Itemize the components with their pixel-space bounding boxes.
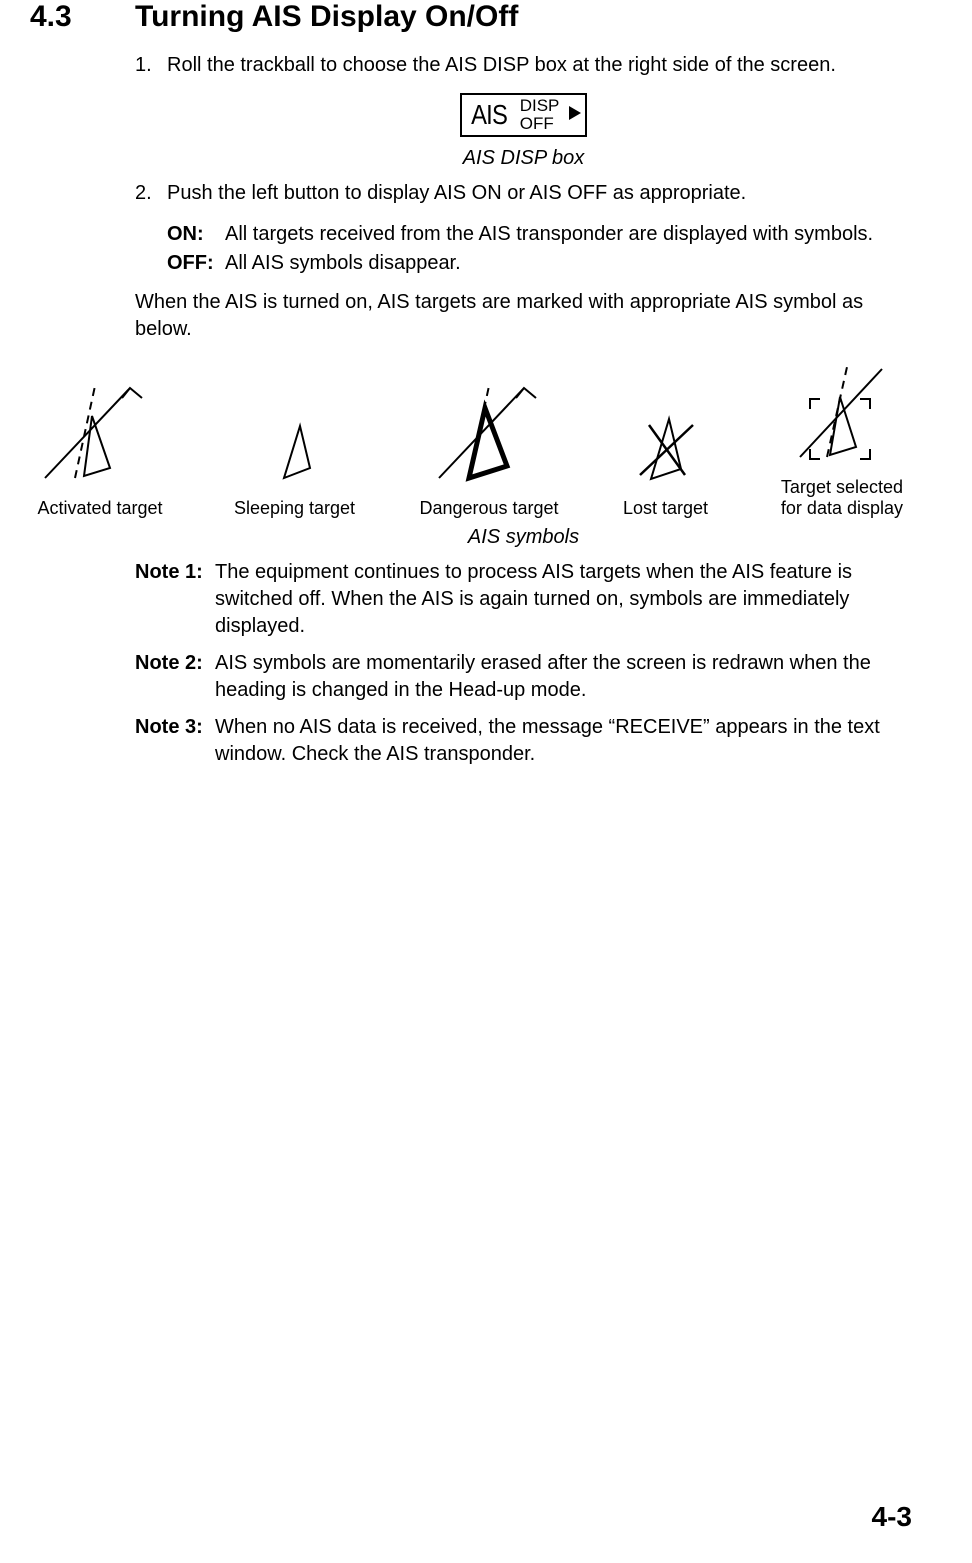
triangle-right-icon [569,106,581,123]
symbol-dangerous: Dangerous target [419,378,559,520]
note-3: Note 3: When no AIS data is received, th… [135,714,912,768]
def-off-label: OFF: [167,250,225,277]
ais-disp-box-figure: AIS DISP OFF [460,93,588,137]
activated-target-icon [30,378,170,488]
symbol-selected-label-1: Target selected [781,477,903,499]
ais-box-line2: OFF [520,115,560,133]
def-on: ON: All targets received from the AIS tr… [167,221,912,248]
symbol-selected-label-2: for data display [781,498,903,520]
symbol-activated-label: Activated target [37,498,162,520]
para-after-defs: When the AIS is turned on, AIS targets a… [135,289,912,343]
symbol-activated: Activated target [30,378,170,520]
page-number: 4-3 [872,1501,912,1533]
step-1: 1. Roll the trackball to choose the AIS … [135,52,912,79]
note-1-text: The equipment continues to process AIS t… [215,559,912,640]
ais-symbols-figure: Activated target Sleeping target Dangero… [30,357,912,520]
def-off: OFF: All AIS symbols disappear. [167,250,912,277]
def-off-text: All AIS symbols disappear. [225,250,461,277]
symbol-sleeping: Sleeping target [234,418,355,520]
note-2: Note 2: AIS symbols are momentarily eras… [135,650,912,704]
caption-ais-box: AIS DISP box [135,147,912,170]
ais-logo-text: AIS [471,99,507,131]
def-on-text: All targets received from the AIS transp… [225,221,873,248]
note-2-text: AIS symbols are momentarily erased after… [215,650,912,704]
section-title: Turning AIS Display On/Off [135,0,518,34]
step-2-number: 2. [135,180,167,207]
note-1-label: Note 1: [135,559,215,640]
symbol-lost: Lost target [623,413,708,520]
sleeping-target-icon [260,418,330,488]
dangerous-target-icon [419,378,559,488]
caption-ais-symbols: AIS symbols [135,526,912,549]
note-3-text: When no AIS data is received, the messag… [215,714,912,768]
symbol-lost-label: Lost target [623,498,708,520]
lost-target-icon [625,413,705,488]
step-2: 2. Push the left button to display AIS O… [135,180,912,207]
step-2-text: Push the left button to display AIS ON o… [167,180,746,207]
section-heading: 4.3 Turning AIS Display On/Off [30,0,912,34]
symbol-sleeping-label: Sleeping target [234,498,355,520]
note-2-label: Note 2: [135,650,215,704]
step-1-number: 1. [135,52,167,79]
note-3-label: Note 3: [135,714,215,768]
section-number: 4.3 [30,0,135,34]
def-on-label: ON: [167,221,225,248]
symbol-selected: Target selected for data display [772,357,912,520]
step-1-text: Roll the trackball to choose the AIS DIS… [167,52,836,79]
ais-box-line1: DISP [520,97,560,115]
note-1: Note 1: The equipment continues to proce… [135,559,912,640]
selected-target-icon [772,357,912,467]
symbol-dangerous-label: Dangerous target [419,498,558,520]
